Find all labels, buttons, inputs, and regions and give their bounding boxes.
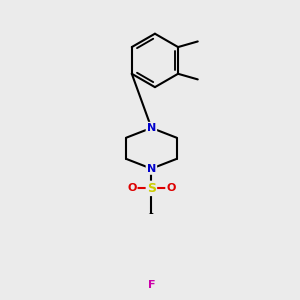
Text: N: N bbox=[147, 123, 156, 133]
Text: F: F bbox=[148, 280, 155, 290]
Text: O: O bbox=[167, 183, 176, 194]
Text: N: N bbox=[147, 164, 156, 174]
Text: O: O bbox=[127, 183, 136, 194]
Text: S: S bbox=[147, 182, 156, 195]
